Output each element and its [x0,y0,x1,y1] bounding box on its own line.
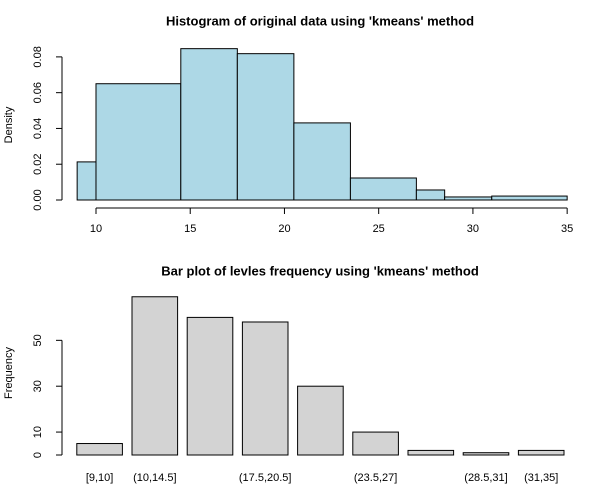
bar [131,296,179,456]
histogram-bar [415,189,446,201]
histogram-bar [293,122,351,201]
bar [462,452,510,456]
y-tick-label: 0.08 [32,46,44,67]
histogram-bar [76,161,97,201]
y-tick-label: 0 [32,452,44,458]
y-tick-label: 0.00 [32,189,44,210]
histogram-bar [236,53,295,201]
histogram-bar [444,196,493,201]
y-tick-label: 0.04 [32,118,44,139]
y-axis-label: Density [3,106,15,143]
x-tick-label: [9,10] [86,472,114,484]
y-tick-label: 0.02 [32,154,44,175]
histogram-bar [95,83,182,201]
bar [517,449,565,456]
x-tick-label: 35 [561,223,573,235]
x-tick-label: 10 [90,223,102,235]
histogram-bar [349,177,417,201]
x-tick-label: (31,35] [524,472,558,484]
x-tick-label: (17.5,20.5] [239,472,292,484]
bar [297,385,344,456]
bar [241,321,289,456]
bar [352,431,399,456]
x-tick-label: 20 [278,223,290,235]
bar [407,449,455,456]
chart-title: Histogram of original data using 'kmeans… [166,13,474,28]
x-tick-label: 25 [373,223,385,235]
bar [186,316,234,456]
x-tick-label: 15 [184,223,196,235]
y-axis-label: Frequency [3,347,15,399]
histogram-bar [180,48,238,201]
y-tick-label: 30 [32,380,44,392]
y-tick-label: 10 [32,426,44,438]
x-tick-label: 30 [467,223,479,235]
x-tick-label: (28.5,31] [464,472,507,484]
y-tick-label: 50 [32,334,44,346]
y-tick-label: 0.06 [32,82,44,103]
chart-title: Bar plot of levles frequency using 'kmea… [161,263,479,278]
x-tick-label: (10,14.5] [133,472,176,484]
histogram-bar [491,195,568,201]
x-tick-label: (23.5,27] [354,472,397,484]
bar [76,443,123,456]
